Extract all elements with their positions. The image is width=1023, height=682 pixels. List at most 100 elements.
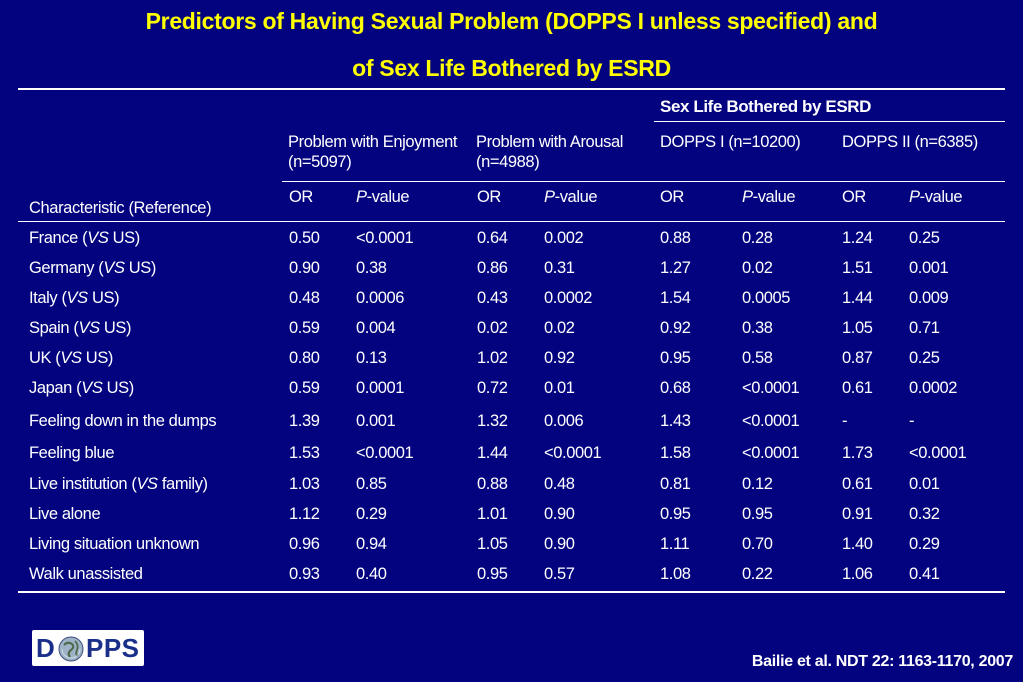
- dopps-logo: D PPS: [32, 630, 144, 666]
- p-value: 0.92: [544, 349, 575, 367]
- characteristic-text: UK (: [29, 349, 61, 367]
- characteristic-text: Japan (: [29, 379, 82, 397]
- p-value: 0.95: [742, 505, 773, 523]
- or-value: 0.90: [289, 259, 320, 277]
- characteristic-text: Live institution (: [29, 475, 137, 493]
- characteristic-italic: VS: [81, 379, 103, 397]
- table-top-rule: [18, 88, 1005, 90]
- characteristic-italic: VS: [78, 319, 100, 337]
- p-value-header: P-value: [544, 187, 598, 207]
- or-value: 1.01: [477, 505, 508, 523]
- or-value: 1.12: [289, 505, 320, 523]
- or-value: 0.59: [289, 379, 320, 397]
- p-value: 0.57: [544, 565, 575, 583]
- p-value: 0.02: [742, 259, 773, 277]
- p-value: 0.90: [544, 535, 575, 553]
- p-value: 0.0002: [909, 379, 958, 397]
- p-value: 0.85: [356, 475, 387, 493]
- p-value: <0.0001: [356, 229, 414, 247]
- or-value: 0.50: [289, 229, 320, 247]
- col-group-dopps-1: DOPPS I (n=10200): [660, 133, 801, 151]
- p-value-suffix: -value: [919, 188, 963, 206]
- characteristic-italic: VS: [103, 259, 125, 277]
- or-value: 1.08: [660, 565, 691, 583]
- p-value: -: [909, 412, 915, 430]
- characteristic-italic: VS: [87, 229, 109, 247]
- or-value: 1.05: [477, 535, 508, 553]
- p-value: 0.40: [356, 565, 387, 583]
- p-value: 0.94: [356, 535, 387, 553]
- p-value: 0.0005: [742, 289, 791, 307]
- or-value: 0.92: [660, 319, 691, 337]
- or-header: OR: [289, 188, 313, 206]
- or-value: 1.58: [660, 444, 691, 462]
- citation: Bailie et al. NDT 22: 1163-1170, 2007: [751, 653, 1013, 670]
- or-value: 0.88: [660, 229, 691, 247]
- col-group-dopps-2: DOPPS II (n=6385): [842, 133, 978, 151]
- characteristic-suffix: US): [124, 259, 157, 277]
- or-value: 1.44: [842, 289, 873, 307]
- col-group-arousal: Problem with Arousal (n=4988): [476, 133, 623, 171]
- table-bottom-rule: [18, 591, 1005, 593]
- row-characteristic: Japan (VS US): [29, 378, 134, 398]
- characteristic-text: Living situation unknown: [29, 535, 200, 553]
- or-value: 0.95: [477, 565, 508, 583]
- p-value: <0.0001: [742, 379, 800, 397]
- characteristic-text: France (: [29, 229, 88, 247]
- row-characteristic: Germany (VS US): [29, 258, 156, 278]
- p-value: 0.001: [909, 259, 949, 277]
- or-value: 0.72: [477, 379, 508, 397]
- characteristic-text: Live alone: [29, 505, 101, 523]
- p-value: 0.009: [909, 289, 949, 307]
- characteristic-suffix: US): [87, 289, 120, 307]
- or-value: 1.02: [477, 349, 508, 367]
- or-value: 0.68: [660, 379, 691, 397]
- p-value: 0.90: [544, 505, 575, 523]
- logo-text-right: PPS: [86, 633, 140, 663]
- row-characteristic: France (VS US): [29, 228, 140, 248]
- or-value: 1.11: [660, 535, 690, 553]
- subheader-rule: [282, 181, 1005, 182]
- or-value: 1.05: [842, 319, 873, 337]
- or-value: -: [842, 412, 848, 430]
- row-characteristic: Italy (VS US): [29, 288, 120, 308]
- p-value-header: P-value: [356, 187, 410, 207]
- p-value: 0.25: [909, 229, 940, 247]
- characteristic-suffix: US): [102, 379, 135, 397]
- or-value: 0.88: [477, 475, 508, 493]
- or-value: 1.39: [289, 412, 320, 430]
- or-value: 1.06: [842, 565, 873, 583]
- p-value: 0.28: [742, 229, 773, 247]
- header-bottom-rule: [18, 221, 1005, 222]
- row-characteristic: Live alone: [29, 504, 101, 524]
- p-value: 0.02: [544, 319, 575, 337]
- row-characteristic: Walk unassisted: [29, 564, 143, 584]
- characteristic-text: Germany (: [29, 259, 104, 277]
- p-value: 0.31: [544, 259, 575, 277]
- p-value: 0.29: [909, 535, 940, 553]
- or-value: 0.02: [477, 319, 508, 337]
- row-characteristic: Feeling down in the dumps: [29, 411, 217, 431]
- or-value: 0.61: [842, 475, 873, 493]
- group-header-sex-life: Sex Life Bothered by ESRD: [660, 97, 872, 116]
- or-value: 0.93: [289, 565, 320, 583]
- logo-text-left: D: [36, 633, 56, 663]
- or-value: 0.86: [477, 259, 508, 277]
- p-value: 0.25: [909, 349, 940, 367]
- characteristic-text: Spain (: [29, 319, 79, 337]
- p-value: 0.006: [544, 412, 584, 430]
- slide-title-line-1: Predictors of Having Sexual Problem (DOP…: [145, 8, 878, 34]
- or-value: 0.59: [289, 319, 320, 337]
- characteristic-text: Feeling down in the dumps: [29, 412, 217, 430]
- or-value: 1.32: [477, 412, 508, 430]
- p-value: 0.58: [742, 349, 773, 367]
- or-value: 0.61: [842, 379, 873, 397]
- or-value: 1.53: [289, 444, 320, 462]
- p-value-header: P-value: [909, 187, 963, 207]
- p-value: 0.01: [544, 379, 575, 397]
- or-value: 0.43: [477, 289, 508, 307]
- or-value: 0.80: [289, 349, 320, 367]
- p-italic: P: [742, 188, 753, 206]
- group-header-rule: [654, 121, 1005, 122]
